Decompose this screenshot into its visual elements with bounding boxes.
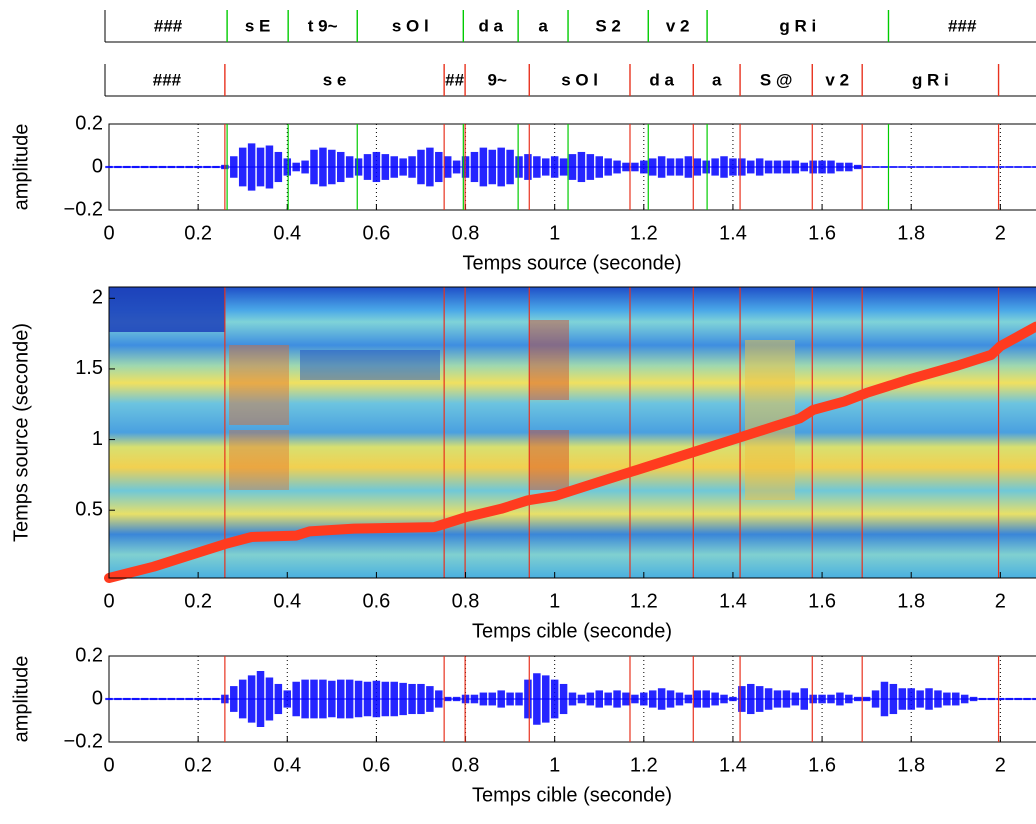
heatmap-patch xyxy=(229,430,289,490)
phoneme-label: d a xyxy=(649,70,674,89)
y-tick-label: 1.5 xyxy=(75,357,103,379)
x-tick-label: 1.6 xyxy=(808,222,836,244)
x-tick-label: 0.8 xyxy=(452,754,480,776)
phoneme-label: ### xyxy=(153,70,182,89)
x-tick-label: 1.8 xyxy=(897,590,925,612)
heatmap-patch xyxy=(300,350,440,380)
phoneme-label: s O l xyxy=(392,16,429,35)
x-tick-label: 1.6 xyxy=(808,754,836,776)
phoneme-label: s e xyxy=(323,70,347,89)
axes-box xyxy=(108,286,1036,579)
x-tick-label: 1 xyxy=(549,222,560,244)
x-axis-label: Temps cible (seconde) xyxy=(472,620,672,642)
alignment-path xyxy=(104,321,1036,583)
x-tick-label: 1.2 xyxy=(630,590,658,612)
y-tick-label: −0.2 xyxy=(64,730,103,752)
x-tick-label: 1.4 xyxy=(719,222,747,244)
x-tick-label: 0.8 xyxy=(452,590,480,612)
phoneme-label: S @ xyxy=(760,70,793,89)
y-tick-label: 0.5 xyxy=(75,498,103,520)
phoneme-label: S 2 xyxy=(595,16,621,35)
x-tick-label: 0.2 xyxy=(184,590,212,612)
x-tick-label: 0.4 xyxy=(273,222,301,244)
phoneme-label: v 2 xyxy=(666,16,690,35)
phoneme-label: a xyxy=(712,70,722,89)
phoneme-label: ## xyxy=(445,70,464,89)
x-tick-label: 0.2 xyxy=(184,222,212,244)
x-tick-label: 0.6 xyxy=(362,590,390,612)
phoneme-label: ### xyxy=(154,16,183,35)
x-tick-label: 0 xyxy=(103,590,114,612)
phoneme-label: ### xyxy=(948,16,977,35)
x-tick-label: 0.6 xyxy=(362,754,390,776)
x-tick-label: 1.2 xyxy=(630,222,658,244)
phoneme-label: s O l xyxy=(561,70,598,89)
phoneme-label: g R i xyxy=(779,16,816,35)
y-axis-label: Temps source (seconde) xyxy=(10,323,32,542)
x-tick-label: 1.4 xyxy=(719,590,747,612)
x-tick-label: 0.4 xyxy=(273,754,301,776)
x-tick-label: 0.6 xyxy=(362,222,390,244)
phoneme-label: 9~ xyxy=(487,70,506,89)
x-axis-label: Temps cible (seconde) xyxy=(472,784,672,806)
y-tick-label: −0.2 xyxy=(64,198,103,220)
x-tick-label: 0 xyxy=(103,754,114,776)
y-tick-label: 2 xyxy=(92,287,103,309)
heatmap-patch xyxy=(529,320,569,400)
y-axis-label: amplitude xyxy=(10,124,32,211)
y-tick-label: 0 xyxy=(92,687,103,709)
phoneme-label: s E xyxy=(245,16,271,35)
phoneme-label: a xyxy=(538,16,548,35)
y-tick-label: 0.2 xyxy=(75,644,103,666)
phoneme-label: t 9~ xyxy=(308,16,338,35)
x-axis-label: Temps source (seconde) xyxy=(463,252,682,274)
x-tick-label: 0 xyxy=(103,222,114,244)
heatmap-patch xyxy=(529,430,569,490)
heatmap-patch xyxy=(229,345,289,425)
x-tick-label: 0.2 xyxy=(184,754,212,776)
x-tick-label: 1.8 xyxy=(897,222,925,244)
x-tick-label: 1 xyxy=(549,590,560,612)
x-tick-label: 2 xyxy=(995,754,1006,776)
x-tick-label: 1.8 xyxy=(897,754,925,776)
x-tick-label: 2 xyxy=(995,590,1006,612)
x-tick-label: 1.6 xyxy=(808,590,836,612)
x-tick-label: 1 xyxy=(549,754,560,776)
y-tick-label: 0.2 xyxy=(75,112,103,134)
x-tick-label: 0.4 xyxy=(273,590,301,612)
x-tick-label: 1.4 xyxy=(719,754,747,776)
heatmap-image xyxy=(109,287,1036,578)
y-tick-label: 0 xyxy=(92,155,103,177)
phoneme-label: d a xyxy=(478,16,503,35)
x-tick-label: 2 xyxy=(995,222,1006,244)
phoneme-label: g R i xyxy=(912,70,949,89)
y-tick-label: 1 xyxy=(92,428,103,450)
x-tick-label: 0.8 xyxy=(452,222,480,244)
x-tick-label: 1.2 xyxy=(630,754,658,776)
heatmap-patch xyxy=(109,287,225,332)
phoneme-label: v 2 xyxy=(825,70,849,89)
y-axis-label: amplitude xyxy=(10,656,32,743)
